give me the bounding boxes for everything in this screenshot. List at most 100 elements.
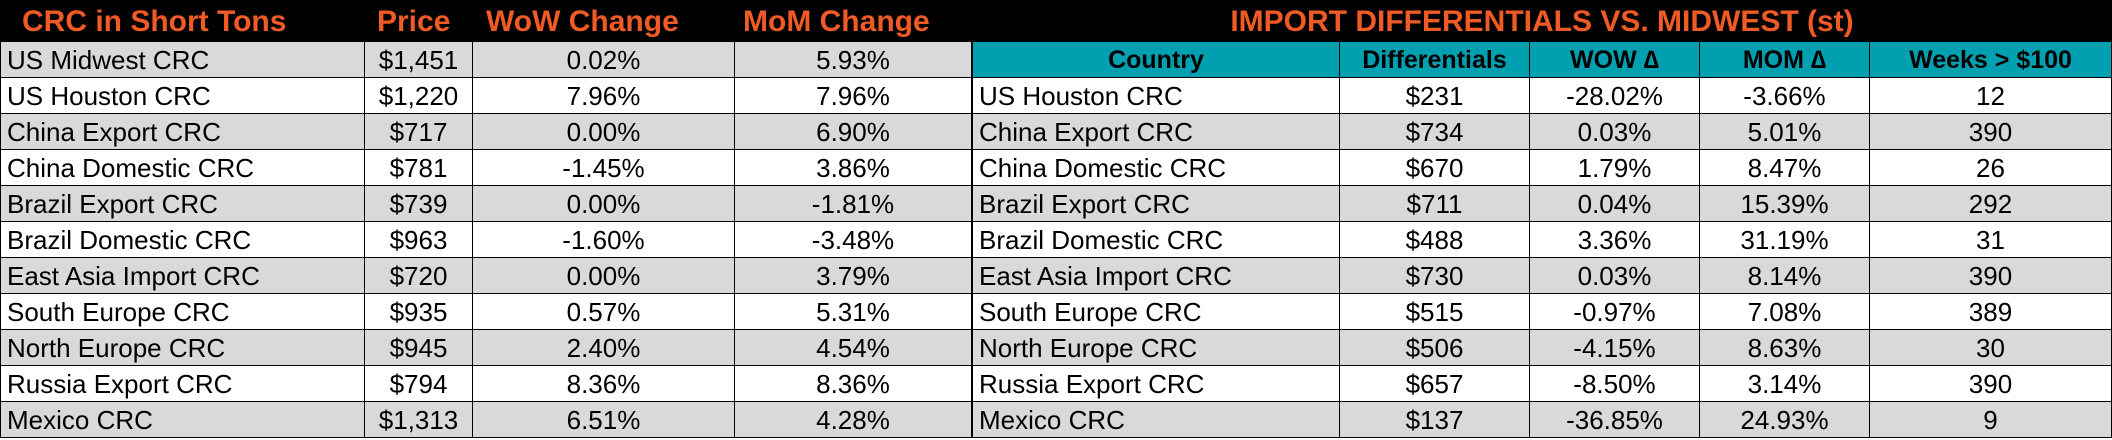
table-row: Brazil Domestic CRC $963 -1.60% -3.48% [0, 222, 972, 258]
crc-name-cell: US Houston CRC [0, 78, 364, 114]
mom-delta-cell: 7.08% [1699, 294, 1869, 330]
mom-change-cell: 5.31% [734, 294, 972, 330]
import-differentials-body: US Houston CRC $231 -28.02% -3.66% 12 China E… [972, 78, 2112, 438]
mom-change-cell: 3.86% [734, 150, 972, 186]
crc-prices-body: US Midwest CRC $1,451 0.02% 5.93% US Houston… [0, 42, 972, 438]
weeks-over-100-cell: 389 [1869, 294, 2112, 330]
wow-delta-cell: -4.15% [1529, 330, 1699, 366]
table-row: Mexico CRC $1,313 6.51% 4.28% [0, 402, 972, 438]
differential-cell: $730 [1339, 258, 1529, 294]
country-cell: Mexico CRC [972, 402, 1339, 438]
differential-cell: $515 [1339, 294, 1529, 330]
country-cell: East Asia Import CRC [972, 258, 1339, 294]
wow-change-cell: 0.00% [472, 258, 734, 294]
differential-cell: $137 [1339, 402, 1529, 438]
table-row: China Domestic CRC $781 -1.45% 3.86% [0, 150, 972, 186]
header-mom-change: MoM Change [743, 5, 930, 38]
mom-change-cell: -3.48% [734, 222, 972, 258]
wow-delta-cell: -36.85% [1529, 402, 1699, 438]
wow-delta-cell: -28.02% [1529, 78, 1699, 114]
crc-name-cell: Mexico CRC [0, 402, 364, 438]
table-row: North Europe CRC $945 2.40% 4.54% [0, 330, 972, 366]
country-cell: Brazil Domestic CRC [972, 222, 1339, 258]
differential-cell: $231 [1339, 78, 1529, 114]
price-cell: $739 [364, 186, 472, 222]
header-weeks-over-100: Weeks > $100 [1869, 42, 2112, 78]
country-cell: Russia Export CRC [972, 366, 1339, 402]
crc-prices-header: CRC in Short Tons Price WoW Change MoM C… [0, 0, 972, 42]
table-row: North Europe CRC $506 -4.15% 8.63% 30 [972, 330, 2112, 366]
price-cell: $794 [364, 366, 472, 402]
crc-name-cell: Russia Export CRC [0, 366, 364, 402]
table-row: China Export CRC $734 0.03% 5.01% 390 [972, 114, 2112, 150]
mom-change-cell: 4.54% [734, 330, 972, 366]
mom-change-cell: 3.79% [734, 258, 972, 294]
table-row: Russia Export CRC $657 -8.50% 3.14% 390 [972, 366, 2112, 402]
table-row: China Export CRC $717 0.00% 6.90% [0, 114, 972, 150]
price-cell: $1,220 [364, 78, 472, 114]
price-cell: $1,451 [364, 42, 472, 78]
country-cell: US Houston CRC [972, 78, 1339, 114]
table-row: US Houston CRC $1,220 7.96% 7.96% [0, 78, 972, 114]
table-row: Russia Export CRC $794 8.36% 8.36% [0, 366, 972, 402]
header-price: Price [377, 5, 451, 38]
header-crc-short-tons: CRC in Short Tons [22, 5, 287, 38]
wow-change-cell: -1.60% [472, 222, 734, 258]
wow-change-cell: 6.51% [472, 402, 734, 438]
table-row: South Europe CRC $935 0.57% 5.31% [0, 294, 972, 330]
mom-change-cell: 7.96% [734, 78, 972, 114]
header-wow-delta: WOW ∆ [1529, 42, 1699, 78]
table-row: Brazil Export CRC $711 0.04% 15.39% 292 [972, 186, 2112, 222]
crc-name-cell: Brazil Export CRC [0, 186, 364, 222]
table-row: East Asia Import CRC $730 0.03% 8.14% 390 [972, 258, 2112, 294]
differential-cell: $506 [1339, 330, 1529, 366]
table-row: China Domestic CRC $670 1.79% 8.47% 26 [972, 150, 2112, 186]
crc-name-cell: US Midwest CRC [0, 42, 364, 78]
price-cell: $781 [364, 150, 472, 186]
wow-change-cell: 0.00% [472, 114, 734, 150]
table-row: US Midwest CRC $1,451 0.02% 5.93% [0, 42, 972, 78]
table-row: Brazil Domestic CRC $488 3.36% 31.19% 31 [972, 222, 2112, 258]
differential-cell: $657 [1339, 366, 1529, 402]
country-cell: China Domestic CRC [972, 150, 1339, 186]
mom-delta-cell: 8.14% [1699, 258, 1869, 294]
price-cell: $717 [364, 114, 472, 150]
price-cell: $720 [364, 258, 472, 294]
header-differentials: Differentials [1339, 42, 1529, 78]
wow-delta-cell: 0.04% [1529, 186, 1699, 222]
mom-change-cell: -1.81% [734, 186, 972, 222]
mom-delta-cell: -3.66% [1699, 78, 1869, 114]
differential-cell: $734 [1339, 114, 1529, 150]
price-cell: $1,313 [364, 402, 472, 438]
mom-delta-cell: 5.01% [1699, 114, 1869, 150]
mom-change-cell: 4.28% [734, 402, 972, 438]
wow-change-cell: 0.00% [472, 186, 734, 222]
mom-change-cell: 6.90% [734, 114, 972, 150]
wow-delta-cell: 3.36% [1529, 222, 1699, 258]
table-row: US Houston CRC $231 -28.02% -3.66% 12 [972, 78, 2112, 114]
weeks-over-100-cell: 31 [1869, 222, 2112, 258]
import-differentials-table: IMPORT DIFFERENTIALS VS. MIDWEST (st) Co… [972, 0, 2112, 440]
wow-change-cell: -1.45% [472, 150, 734, 186]
mom-delta-cell: 15.39% [1699, 186, 1869, 222]
wow-delta-cell: 1.79% [1529, 150, 1699, 186]
header-wow-change: WoW Change [486, 5, 679, 38]
wow-delta-cell: -8.50% [1529, 366, 1699, 402]
mom-change-cell: 8.36% [734, 366, 972, 402]
weeks-over-100-cell: 30 [1869, 330, 2112, 366]
import-differentials-title: IMPORT DIFFERENTIALS VS. MIDWEST (st) [972, 0, 2112, 42]
wow-change-cell: 2.40% [472, 330, 734, 366]
crc-name-cell: Brazil Domestic CRC [0, 222, 364, 258]
crc-name-cell: South Europe CRC [0, 294, 364, 330]
table-row: Mexico CRC $137 -36.85% 24.93% 9 [972, 402, 2112, 438]
weeks-over-100-cell: 292 [1869, 186, 2112, 222]
wow-change-cell: 0.02% [472, 42, 734, 78]
crc-prices-table: CRC in Short Tons Price WoW Change MoM C… [0, 0, 972, 440]
crc-name-cell: China Domestic CRC [0, 150, 364, 186]
differential-cell: $670 [1339, 150, 1529, 186]
mom-delta-cell: 24.93% [1699, 402, 1869, 438]
table-row: Brazil Export CRC $739 0.00% -1.81% [0, 186, 972, 222]
country-cell: North Europe CRC [972, 330, 1339, 366]
wow-change-cell: 8.36% [472, 366, 734, 402]
crc-name-cell: East Asia Import CRC [0, 258, 364, 294]
